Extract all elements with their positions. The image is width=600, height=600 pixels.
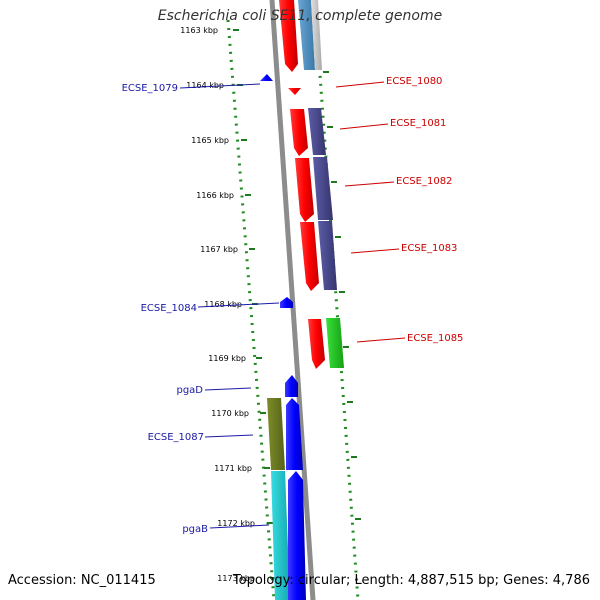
gene-feature-ecse-1083[interactable]	[300, 221, 337, 291]
gene-label-ecse-1083: ECSE_1083	[401, 243, 457, 254]
gene-feature-ecse-1084[interactable]	[280, 297, 293, 308]
gene-feature-ecse-1087[interactable]	[267, 398, 303, 470]
gene-feature-ecse-1079[interactable]	[260, 74, 273, 81]
genome-backbone	[269, 0, 316, 600]
gene-label-ecse-1079: ECSE_1079	[122, 83, 178, 94]
gene-label-ecse-1081: ECSE_1081	[390, 118, 446, 129]
track-dots-right	[314, 19, 360, 600]
gene-feature-pgab[interactable]	[271, 471, 306, 600]
gene-feature-ecse-1082[interactable]	[295, 157, 333, 222]
map-title: Escherichia coli SE11, complete genome	[157, 8, 443, 24]
gene-feature-ecse-1081[interactable]	[290, 108, 326, 156]
gene-label-ecse-1084: ECSE_1084	[141, 303, 197, 314]
tick-label: 1164 kbp	[186, 81, 224, 90]
tick-label: 1169 kbp	[208, 354, 246, 363]
tick-label: 1171 kbp	[214, 464, 252, 473]
track-dots-left	[226, 19, 276, 600]
gene-feature-ecse-1085[interactable]	[308, 318, 344, 369]
genome-summary: Topology: circular; Length: 4,887,515 bp…	[232, 573, 590, 588]
gene-feature-pgad[interactable]	[285, 375, 298, 397]
gene-feature-ecse-1080-small[interactable]	[288, 88, 301, 95]
gene-feature-ecse-1080[interactable]	[279, 0, 322, 72]
gene-label-ecse-1087: ECSE_1087	[148, 432, 204, 443]
tick-label: 1172 kbp	[217, 519, 255, 528]
gene-label-pgad: pgaD	[176, 385, 203, 396]
leader-lines-left	[179, 83, 280, 529]
tick-label: 1173 kbp	[217, 574, 255, 583]
tick-marks	[233, 29, 361, 579]
tick-label: 1167 kbp	[200, 245, 238, 254]
tick-label: 1168 kbp	[204, 300, 242, 309]
tick-label: 1163 kbp	[180, 26, 218, 35]
tick-label: 1170 kbp	[211, 409, 249, 418]
leader-lines-right	[335, 81, 406, 343]
gene-label-pgab: pgaB	[182, 524, 208, 535]
tick-label: 1166 kbp	[196, 191, 234, 200]
tick-label: 1165 kbp	[191, 136, 229, 145]
accession-label: Accession: NC_011415	[8, 573, 156, 588]
gene-label-ecse-1085: ECSE_1085	[407, 333, 463, 344]
gene-label-ecse-1080: ECSE_1080	[386, 76, 442, 87]
gene-label-ecse-1082: ECSE_1082	[396, 176, 452, 187]
